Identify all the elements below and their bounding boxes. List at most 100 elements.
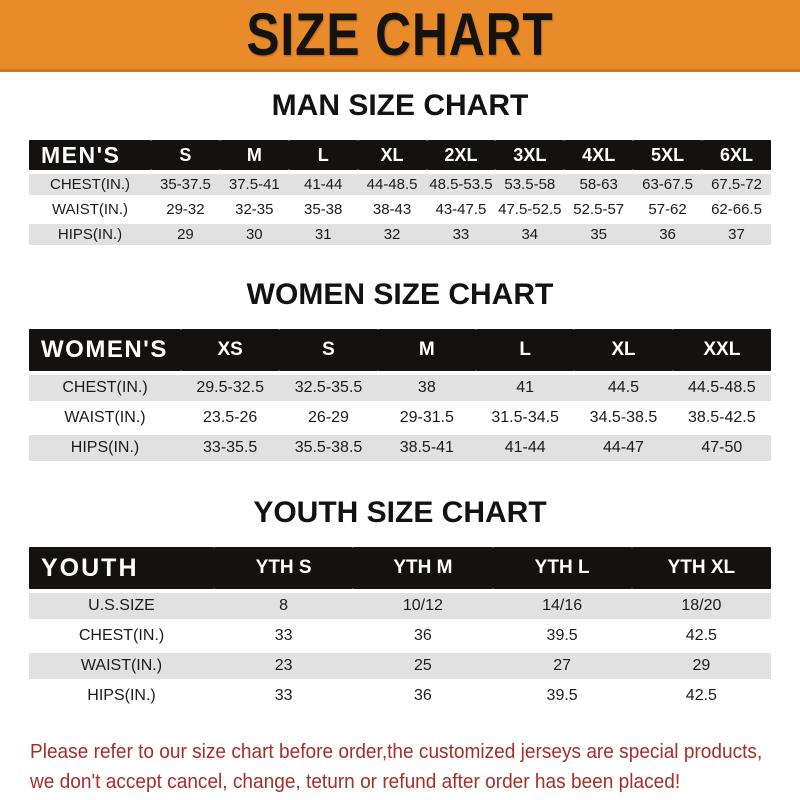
size-value-cell: 67.5-72 [702,174,771,195]
size-value-cell: 30 [219,224,289,245]
size-value-cell: 44-48.5 [357,174,427,195]
size-value-cell: 35.5-38.5 [279,435,378,461]
size-value-cell: 35-37.5 [151,174,220,195]
column-header: YTH S [214,547,354,589]
size-value-cell: 57-62 [633,199,702,220]
disclaimer-line-2: we don't accept cancel, change, teturn o… [30,769,681,793]
size-value-cell: 33-35.5 [181,435,280,461]
column-header: YTH XL [631,547,771,589]
size-value-cell: 31 [288,224,358,245]
size-value-cell: 27 [492,653,632,679]
column-header: S [279,329,378,371]
size-value-cell: 32 [357,224,427,245]
column-header: YTH L [492,547,632,589]
column-header: 5XL [633,140,702,170]
size-value-cell: 29-31.5 [377,405,476,431]
size-value-cell: 25 [353,653,493,679]
man-size-section: MAN SIZE CHART MEN'S S M L XL 2XL 3XL 4XL 5XL 6XL… [0,89,800,249]
row-label-cell: HIPS(IN.) [29,683,214,709]
size-value-cell: 47.5-52.5 [495,199,565,220]
row-label-cell: HIPS(IN.) [29,435,181,461]
column-header: XS [181,329,280,371]
table-row: HIPS(IN.) 33 36 39.5 42.5 [29,683,771,709]
size-value-cell: 33 [214,623,354,649]
size-value-cell: 29 [151,224,220,245]
table-header-row: YOUTH YTH S YTH M YTH L YTH XL [29,547,771,589]
size-value-cell: 37 [702,224,771,245]
size-value-cell: 29.5-32.5 [181,375,280,401]
man-section-heading: MAN SIZE CHART [271,89,529,122]
disclaimer-note: Please refer to our size chart before or… [30,737,800,796]
youth-size-section: YOUTH SIZE CHART YOUTH YTH S YTH M YTH L YTH… [0,496,800,713]
size-value-cell: 37.5-41 [219,174,289,195]
size-value-cell: 43-47.5 [426,199,496,220]
banner-title: SIZE CHART [246,0,554,69]
table-row: U.S.SIZE 8 10/12 14/16 18/20 [29,593,771,619]
size-value-cell: 44.5-48.5 [672,375,771,401]
size-value-cell: 38.5-41 [377,435,476,461]
size-value-cell: 18/20 [631,593,771,619]
man-size-table: MEN'S S M L XL 2XL 3XL 4XL 5XL 6XL CHEST(IN.) 35-37… [29,136,771,249]
table-header-row: WOMEN'S XS S M L XL XXL [29,329,771,371]
column-header: XXL [672,329,771,371]
column-header: M [377,329,476,371]
column-header: XL [357,140,427,170]
size-value-cell: 48.5-53.5 [426,174,496,195]
size-value-cell: 52.5-57 [564,199,634,220]
size-value-cell: 41 [475,375,575,401]
size-value-cell: 47-50 [672,435,771,461]
table-row: WAIST(IN.) 23 25 27 29 [29,653,771,679]
row-label-cell: CHEST(IN.) [29,174,151,195]
size-value-cell: 32.5-35.5 [279,375,378,401]
women-size-table: WOMEN'S XS S M L XL XXL CHEST(IN.) 29.5-32.5 32.5… [29,325,771,465]
table-row: CHEST(IN.) 29.5-32.5 32.5-35.5 38 41 44.5 44.5… [29,375,771,401]
size-value-cell: 39.5 [492,623,632,649]
size-value-cell: 36 [633,224,702,245]
column-header: M [219,140,289,170]
table-title-cell: YOUTH [29,547,214,589]
youth-section-heading: YOUTH SIZE CHART [253,496,547,529]
size-value-cell: 32-35 [219,199,289,220]
size-value-cell: 44-47 [574,435,673,461]
row-label-cell: WAIST(IN.) [29,199,151,220]
column-header: 4XL [564,140,634,170]
youth-size-table: YOUTH YTH S YTH M YTH L YTH XL U.S.SIZE 8 10/12… [29,543,771,713]
column-header: YTH M [353,547,493,589]
size-value-cell: 39.5 [492,683,632,709]
table-row: HIPS(IN.) 29 30 31 32 33 34 35 36 37 [29,224,771,245]
size-value-cell: 23.5-26 [181,405,280,431]
size-value-cell: 26-29 [279,405,378,431]
row-label-cell: CHEST(IN.) [29,375,181,401]
row-label-cell: WAIST(IN.) [29,653,214,679]
table-row: WAIST(IN.) 23.5-26 26-29 29-31.5 31.5-34.5 34… [29,405,771,431]
column-header: 2XL [426,140,496,170]
size-value-cell: 38.5-42.5 [672,405,771,431]
size-value-cell: 41-44 [475,435,575,461]
size-value-cell: 38-43 [357,199,427,220]
table-header-row: MEN'S S M L XL 2XL 3XL 4XL 5XL 6XL [29,140,771,170]
size-value-cell: 36 [353,623,493,649]
table-row: WAIST(IN.) 29-32 32-35 35-38 38-43 43-47.5 47.… [29,199,771,220]
size-value-cell: 14/16 [492,593,632,619]
size-value-cell: 44.5 [574,375,673,401]
row-label-cell: CHEST(IN.) [29,623,214,649]
row-label-cell: WAIST(IN.) [29,405,181,431]
size-value-cell: 35-38 [288,199,358,220]
youth-table-wrap: YOUTH YTH S YTH M YTH L YTH XL U.S.SIZE 8 10/12… [29,543,771,713]
size-value-cell: 58-63 [564,174,634,195]
column-header: 6XL [702,140,771,170]
row-label-cell: HIPS(IN.) [29,224,151,245]
size-value-cell: 63-67.5 [633,174,702,195]
disclaimer-line-1: Please refer to our size chart before or… [30,740,763,763]
column-header: L [475,329,575,371]
size-value-cell: 42.5 [631,683,771,709]
size-value-cell: 33 [426,224,496,245]
table-row: CHEST(IN.) 35-37.5 37.5-41 41-44 44-48.5 48.5… [29,174,771,195]
size-value-cell: 29-32 [151,199,220,220]
size-value-cell: 62-66.5 [702,199,771,220]
size-value-cell: 31.5-34.5 [475,405,575,431]
size-value-cell: 42.5 [631,623,771,649]
man-table-wrap: MEN'S S M L XL 2XL 3XL 4XL 5XL 6XL CHEST(IN.) 35-37… [29,136,771,249]
size-value-cell: 38 [377,375,476,401]
size-chart-banner: SIZE CHART [0,0,800,72]
